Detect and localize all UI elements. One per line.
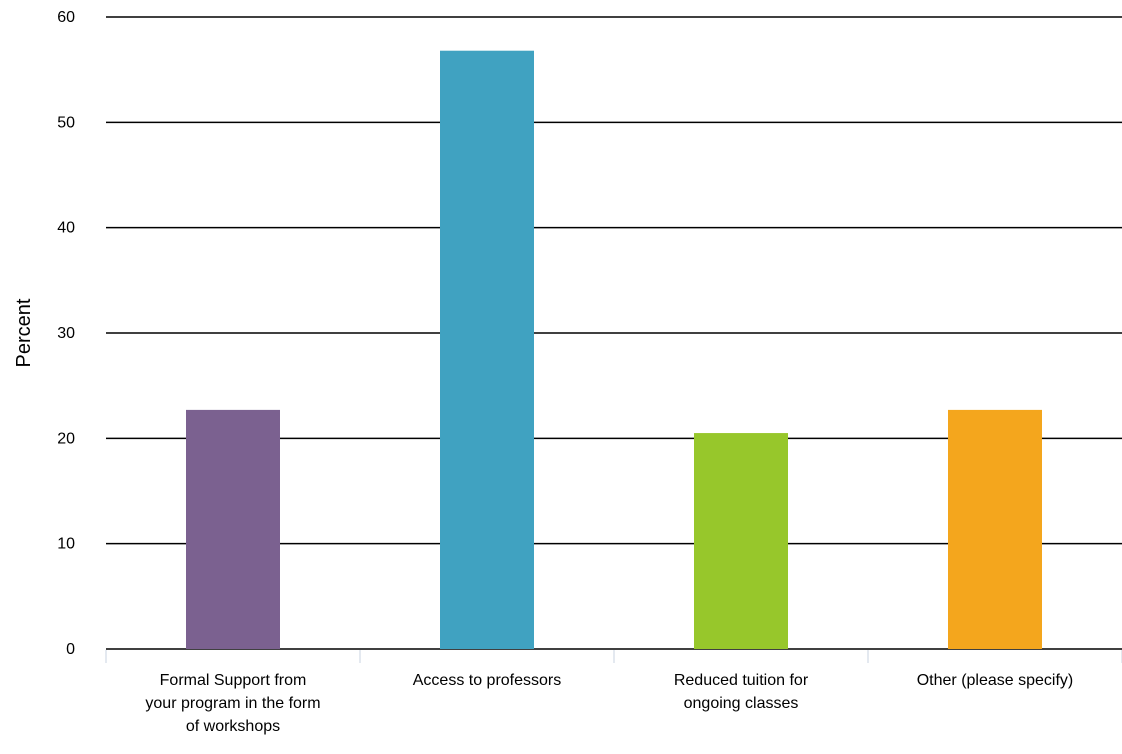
y-tick-label: 20	[57, 430, 75, 447]
bar	[186, 409, 280, 649]
y-tick-label: 60	[57, 9, 75, 26]
bars	[186, 50, 1042, 649]
category-label: Formal Support from your program in the f…	[145, 672, 320, 735]
bar	[948, 409, 1042, 649]
category-label: Other (please specify)	[917, 672, 1074, 689]
y-tick-labels: 0 10 20 30 40 50 60	[57, 9, 75, 658]
y-tick-label: 30	[57, 325, 75, 342]
category-label: Access to professors	[413, 672, 562, 689]
y-tick-label: 50	[57, 114, 75, 131]
y-tick-label: 10	[57, 536, 75, 553]
y-axis-title: Percent	[13, 298, 35, 367]
category-labels: Formal Support from your program in the f…	[145, 672, 1073, 735]
bar	[694, 433, 788, 649]
category-label: Reduced tuition for ongoing classes	[674, 672, 809, 712]
x-axis	[105, 650, 1122, 663]
y-tick-label: 0	[66, 641, 75, 658]
bar	[440, 50, 534, 649]
y-tick-label: 40	[57, 220, 75, 237]
